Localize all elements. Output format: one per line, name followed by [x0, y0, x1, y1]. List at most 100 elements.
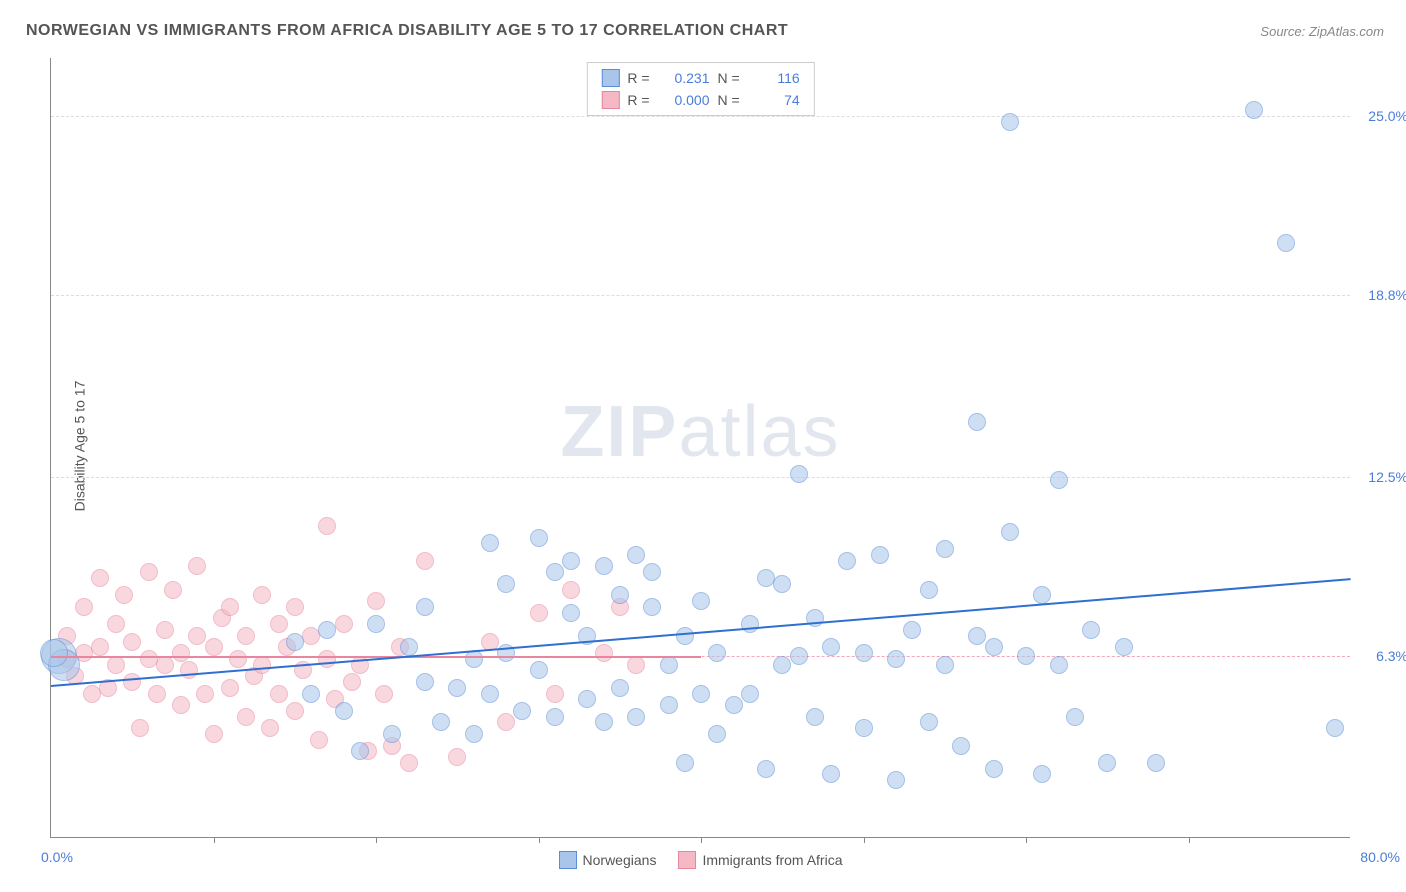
scatter-point — [40, 639, 68, 667]
scatter-point — [985, 760, 1003, 778]
scatter-point — [497, 713, 515, 731]
legend-item-africa: Immigrants from Africa — [678, 851, 842, 869]
scatter-point — [270, 685, 288, 703]
scatter-point — [725, 696, 743, 714]
scatter-point — [676, 627, 694, 645]
x-tick — [701, 837, 702, 843]
scatter-point — [391, 638, 409, 656]
legend-n-label: N = — [718, 92, 740, 108]
scatter-point — [985, 638, 1003, 656]
scatter-point — [627, 708, 645, 726]
legend-n-label: N = — [718, 70, 740, 86]
scatter-point — [237, 708, 255, 726]
scatter-point — [530, 661, 548, 679]
scatter-point — [806, 708, 824, 726]
scatter-point — [400, 754, 418, 772]
scatter-point — [920, 713, 938, 731]
scatter-point — [310, 731, 328, 749]
scatter-point — [58, 627, 76, 645]
y-tick-label: 12.5% — [1368, 469, 1406, 485]
legend-label-africa: Immigrants from Africa — [702, 852, 842, 868]
legend-row-africa: R = 0.000 N = 74 — [601, 89, 799, 111]
legend-swatch-norwegians — [601, 69, 619, 87]
scatter-point — [595, 557, 613, 575]
trendline-norwegians — [51, 578, 1351, 687]
gridline — [51, 295, 1350, 296]
points-series-africa — [51, 58, 1350, 837]
scatter-point — [595, 644, 613, 662]
scatter-point — [221, 679, 239, 697]
scatter-point — [660, 696, 678, 714]
scatter-point — [261, 719, 279, 737]
scatter-point — [773, 575, 791, 593]
scatter-point — [1115, 638, 1133, 656]
scatter-point — [237, 627, 255, 645]
scatter-point — [611, 586, 629, 604]
scatter-point — [318, 621, 336, 639]
scatter-point — [465, 725, 483, 743]
scatter-point — [302, 627, 320, 645]
scatter-point — [773, 656, 791, 674]
legend-r-label: R = — [627, 70, 649, 86]
scatter-point — [335, 702, 353, 720]
scatter-point — [481, 534, 499, 552]
scatter-point — [871, 546, 889, 564]
scatter-point — [643, 563, 661, 581]
scatter-point — [148, 685, 166, 703]
scatter-point — [351, 742, 369, 760]
scatter-point — [855, 644, 873, 662]
scatter-point — [107, 615, 125, 633]
legend-n-value-norwegians: 116 — [748, 70, 800, 86]
legend-label-norwegians: Norwegians — [583, 852, 657, 868]
scatter-point — [562, 581, 580, 599]
scatter-point — [936, 540, 954, 558]
scatter-point — [578, 690, 596, 708]
scatter-point — [822, 638, 840, 656]
scatter-point — [335, 615, 353, 633]
legend-correlation: R = 0.231 N = 116 R = 0.000 N = 74 — [586, 62, 814, 116]
scatter-point — [562, 604, 580, 622]
scatter-point — [676, 754, 694, 772]
scatter-point — [448, 679, 466, 697]
scatter-point — [188, 557, 206, 575]
scatter-point — [205, 638, 223, 656]
chart-title: NORWEGIAN VS IMMIGRANTS FROM AFRICA DISA… — [26, 22, 788, 40]
x-tick — [539, 837, 540, 843]
scatter-point — [253, 656, 271, 674]
scatter-point — [595, 713, 613, 731]
scatter-point — [432, 713, 450, 731]
x-min-label: 0.0% — [41, 849, 73, 865]
scatter-point — [1033, 765, 1051, 783]
legend-swatch-africa — [601, 91, 619, 109]
scatter-point — [205, 725, 223, 743]
scatter-point — [383, 737, 401, 755]
scatter-point — [383, 725, 401, 743]
scatter-point — [58, 650, 76, 668]
source-attribution: Source: ZipAtlas.com — [1260, 24, 1384, 39]
scatter-point — [920, 581, 938, 599]
scatter-point — [887, 771, 905, 789]
x-tick — [214, 837, 215, 843]
scatter-point — [952, 737, 970, 755]
scatter-point — [627, 656, 645, 674]
gridline — [51, 477, 1350, 478]
scatter-point — [75, 598, 93, 616]
scatter-point — [196, 685, 214, 703]
scatter-point — [343, 673, 361, 691]
scatter-point — [140, 650, 158, 668]
legend-swatch-africa — [678, 851, 696, 869]
scatter-point — [213, 609, 231, 627]
scatter-point — [1050, 656, 1068, 674]
scatter-point — [1277, 234, 1295, 252]
scatter-point — [1098, 754, 1116, 772]
watermark-atlas: atlas — [678, 392, 840, 472]
y-tick-label: 6.3% — [1376, 648, 1406, 664]
scatter-point — [286, 633, 304, 651]
scatter-point — [546, 563, 564, 581]
scatter-point — [180, 661, 198, 679]
scatter-point — [968, 413, 986, 431]
scatter-point — [1147, 754, 1165, 772]
scatter-point — [968, 627, 986, 645]
scatter-point — [1001, 523, 1019, 541]
scatter-point — [253, 586, 271, 604]
